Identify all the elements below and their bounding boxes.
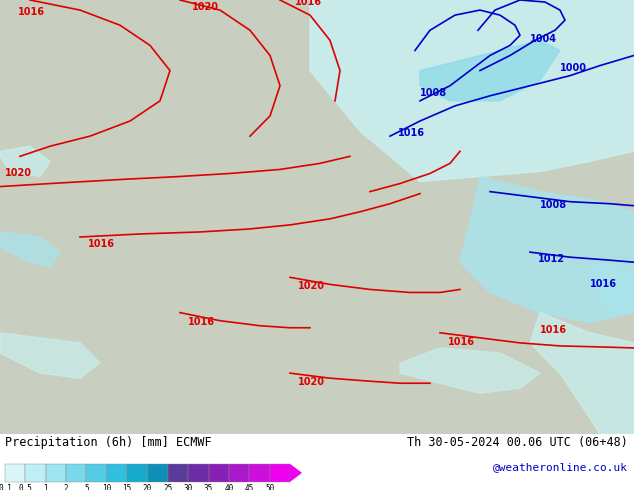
Polygon shape (290, 464, 302, 482)
Polygon shape (400, 348, 540, 393)
Polygon shape (310, 0, 634, 181)
Text: 35: 35 (204, 484, 213, 490)
Text: 2: 2 (64, 484, 68, 490)
Polygon shape (420, 40, 560, 101)
Text: 15: 15 (122, 484, 132, 490)
Text: 1012: 1012 (538, 254, 565, 264)
Polygon shape (0, 333, 100, 378)
Text: 40: 40 (224, 484, 233, 490)
Text: 1008: 1008 (540, 200, 567, 210)
Polygon shape (460, 176, 634, 323)
Text: 1020: 1020 (5, 169, 32, 178)
Text: 1020: 1020 (192, 2, 219, 12)
Bar (46, 464, 66, 482)
Text: 1016: 1016 (398, 128, 425, 138)
Bar (229, 464, 249, 482)
Text: 1020: 1020 (298, 281, 325, 292)
Bar (249, 464, 269, 482)
Bar (209, 464, 229, 482)
Text: 1000: 1000 (560, 63, 587, 73)
Bar (107, 464, 127, 482)
Polygon shape (0, 232, 60, 267)
Text: 1020: 1020 (298, 377, 325, 387)
Text: 45: 45 (245, 484, 254, 490)
Bar (86, 464, 107, 482)
Bar (25, 464, 46, 482)
Polygon shape (590, 262, 634, 313)
Text: 0.5: 0.5 (18, 484, 32, 490)
Text: 5: 5 (84, 484, 89, 490)
Text: 50: 50 (265, 484, 275, 490)
Text: 1016: 1016 (590, 279, 617, 290)
Bar (127, 464, 148, 482)
Text: 1004: 1004 (530, 34, 557, 45)
Text: 25: 25 (163, 484, 172, 490)
Bar (66, 464, 86, 482)
Bar (168, 464, 188, 482)
Text: 0.1: 0.1 (0, 484, 12, 490)
Text: @weatheronline.co.uk: @weatheronline.co.uk (493, 462, 628, 472)
Text: 1016: 1016 (295, 0, 322, 7)
Bar (148, 464, 168, 482)
Text: 10: 10 (102, 484, 112, 490)
Text: Precipitation (6h) [mm] ECMWF: Precipitation (6h) [mm] ECMWF (5, 436, 212, 449)
Text: 1016: 1016 (88, 239, 115, 249)
Polygon shape (0, 146, 50, 176)
Polygon shape (530, 313, 634, 434)
Polygon shape (0, 0, 634, 434)
Text: 1016: 1016 (448, 337, 475, 347)
Bar (188, 464, 209, 482)
Text: 1016: 1016 (188, 317, 215, 327)
Text: 1016: 1016 (18, 7, 45, 17)
Text: 1: 1 (43, 484, 48, 490)
Bar (269, 464, 290, 482)
Text: 1008: 1008 (420, 88, 447, 98)
Text: Th 30-05-2024 00.06 UTC (06+48): Th 30-05-2024 00.06 UTC (06+48) (407, 436, 628, 449)
Text: 1016: 1016 (540, 325, 567, 335)
Text: 30: 30 (184, 484, 193, 490)
Text: 20: 20 (143, 484, 152, 490)
Bar (5, 464, 25, 482)
